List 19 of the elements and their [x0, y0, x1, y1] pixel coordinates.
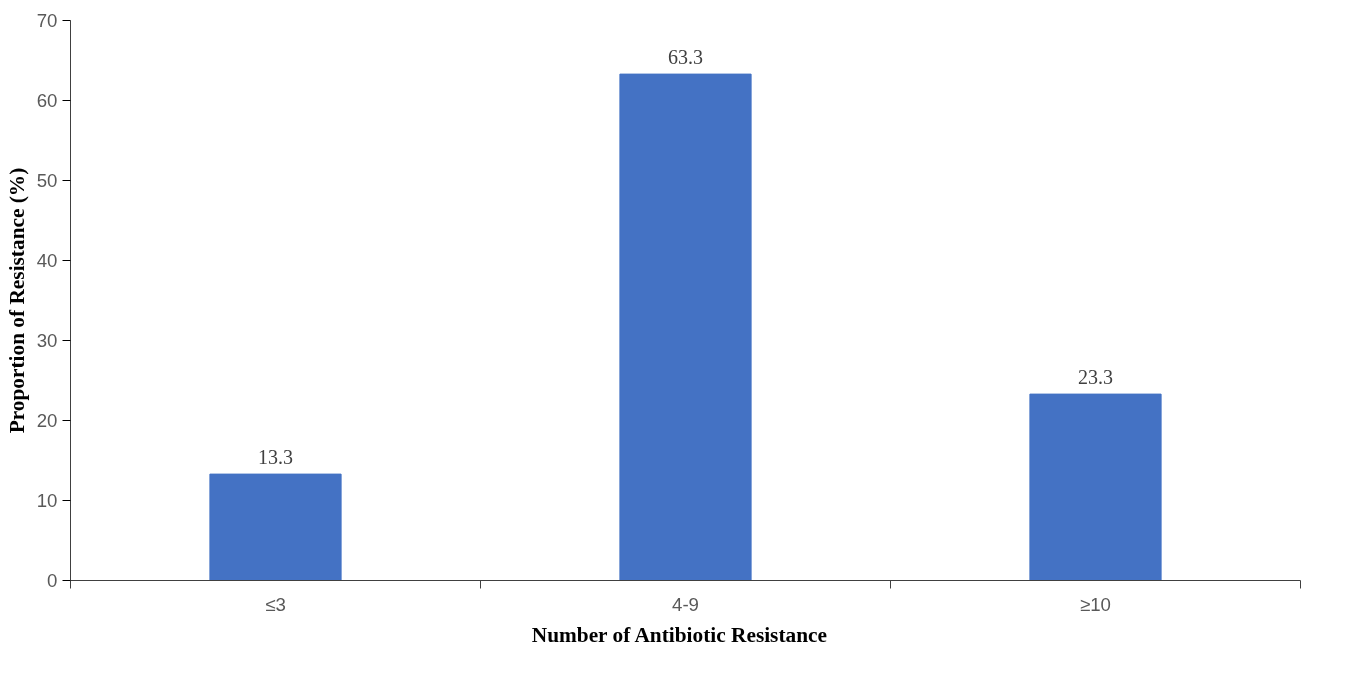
y-tick-label: 30: [36, 330, 58, 351]
x-axis-title: Number of Antibiotic Resistance: [531, 622, 828, 647]
y-tick-label: 60: [36, 90, 58, 111]
y-tick-label: 20: [36, 410, 58, 431]
bar: [209, 473, 342, 581]
y-tick-label: 70: [36, 10, 58, 31]
y-tick-label: 0: [47, 570, 58, 591]
x-tick-label: ≤3: [265, 593, 286, 615]
data-label: 63.3: [668, 46, 703, 69]
data-label: 23.3: [1078, 366, 1113, 389]
y-tick-label: 50: [36, 170, 58, 191]
bar: [1029, 393, 1162, 581]
bar: [619, 73, 752, 581]
y-tick-label: 40: [36, 250, 58, 271]
y-tick-label: 10: [36, 490, 58, 511]
y-axis-title: Proportion of Resistance (%): [4, 167, 29, 434]
x-tick-label: 4-9: [672, 593, 699, 615]
data-label: 13.3: [258, 446, 293, 469]
x-tick-label: ≥10: [1080, 593, 1111, 615]
